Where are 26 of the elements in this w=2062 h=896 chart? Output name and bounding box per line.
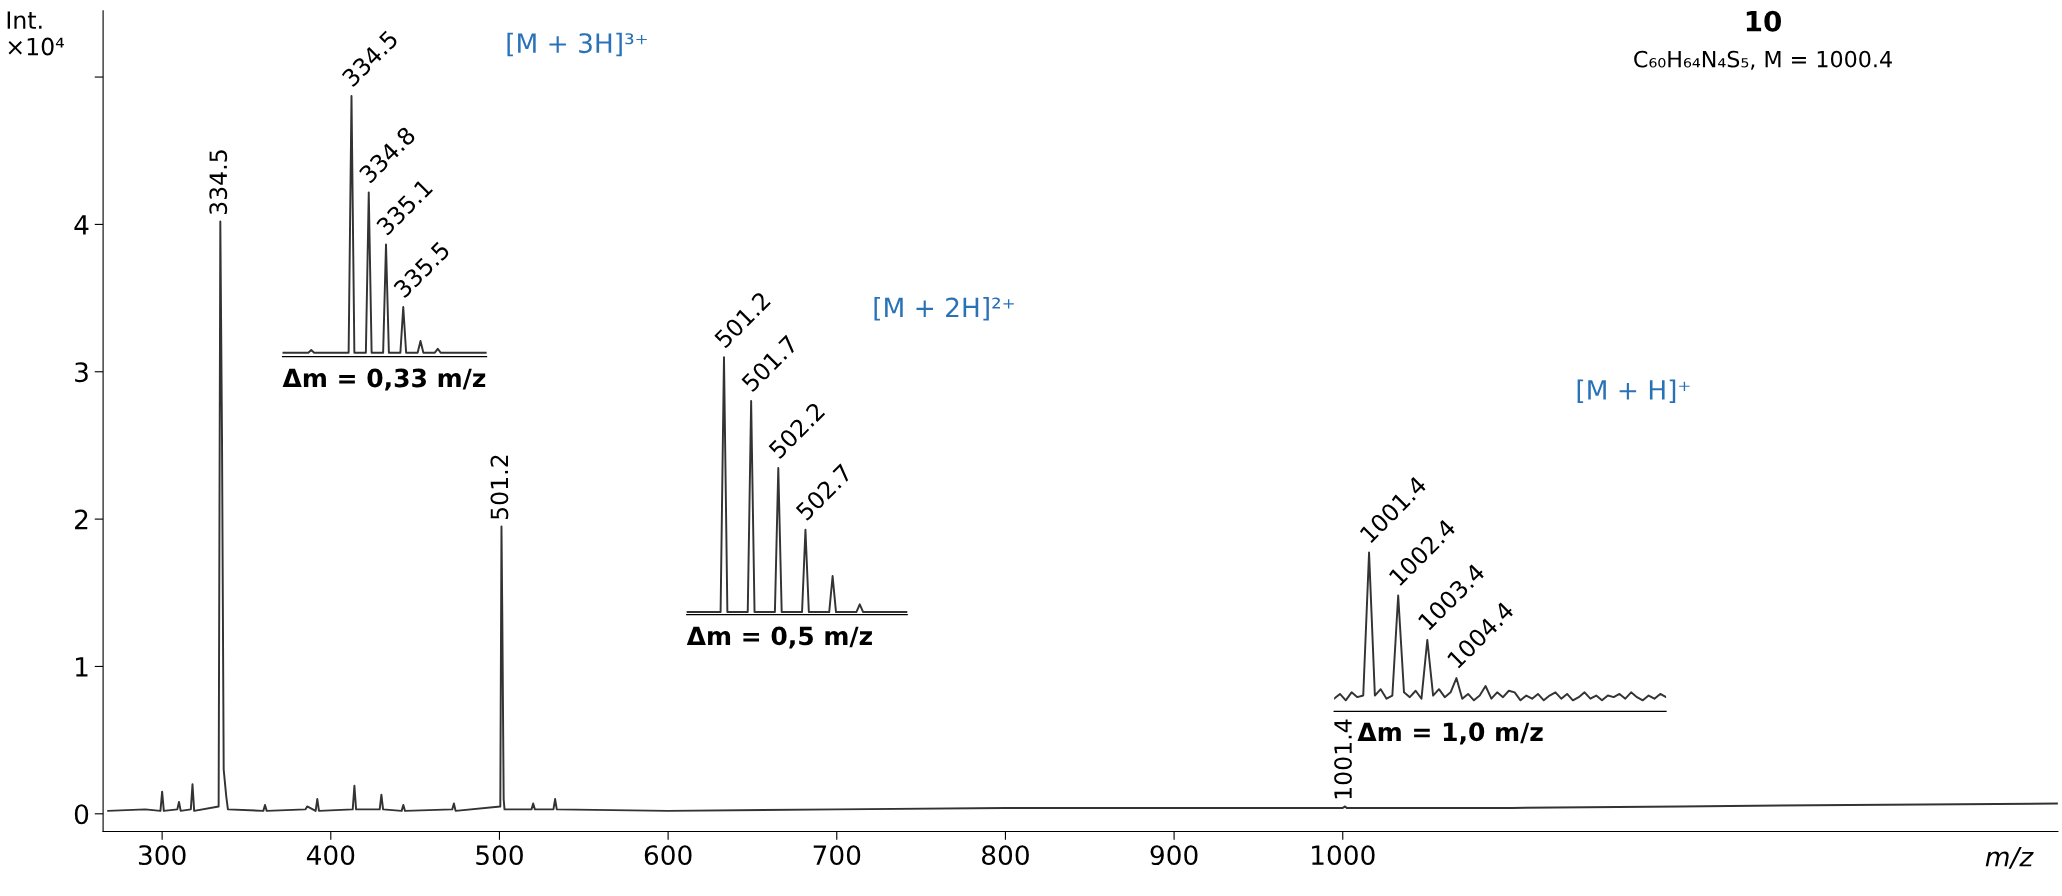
annotation: [M + 3H]³⁺ bbox=[507, 32, 647, 57]
x-tick-label: 400 bbox=[306, 845, 355, 866]
annotation: [M + 2H]²⁺ bbox=[874, 297, 1014, 321]
annotation: 334.5 bbox=[209, 150, 228, 215]
x-tick-label: 900 bbox=[1150, 845, 1198, 866]
x-tick-label: 800 bbox=[982, 845, 1029, 866]
x-axis-title: Δm = 1,0 m/z bbox=[1357, 722, 1543, 745]
x-tick-label: 600 bbox=[644, 845, 692, 866]
annotation: [M + H]⁺ bbox=[1577, 379, 1690, 403]
x-axis-title: Δm = 0,5 m/z bbox=[686, 626, 872, 649]
x-axis-title: m/z bbox=[1985, 847, 2034, 869]
y-tick-label: 2 bbox=[75, 509, 88, 530]
y-axis-title: Int. ×10⁴ bbox=[7, 11, 64, 56]
y-tick-label: 4 bbox=[74, 215, 89, 235]
annotation: 1001.4 bbox=[1334, 719, 1352, 799]
x-axis-title: Δm = 0,33 m/z bbox=[282, 368, 486, 391]
chart-title: 10 bbox=[1746, 10, 1782, 32]
x-tick-label: 500 bbox=[476, 845, 523, 866]
y-tick-label: 1 bbox=[76, 657, 88, 677]
x-tick-label: 1000 bbox=[1312, 845, 1375, 866]
x-tick-label: 300 bbox=[138, 845, 186, 866]
y-tick-label: 3 bbox=[75, 362, 88, 383]
x-tick-label: 700 bbox=[813, 845, 861, 866]
annotation: 501.2 bbox=[490, 455, 509, 520]
text: C₆₀H₆₄N₄S₅, M = 1000.4 bbox=[1634, 50, 1892, 70]
y-tick-label: 0 bbox=[74, 804, 89, 825]
